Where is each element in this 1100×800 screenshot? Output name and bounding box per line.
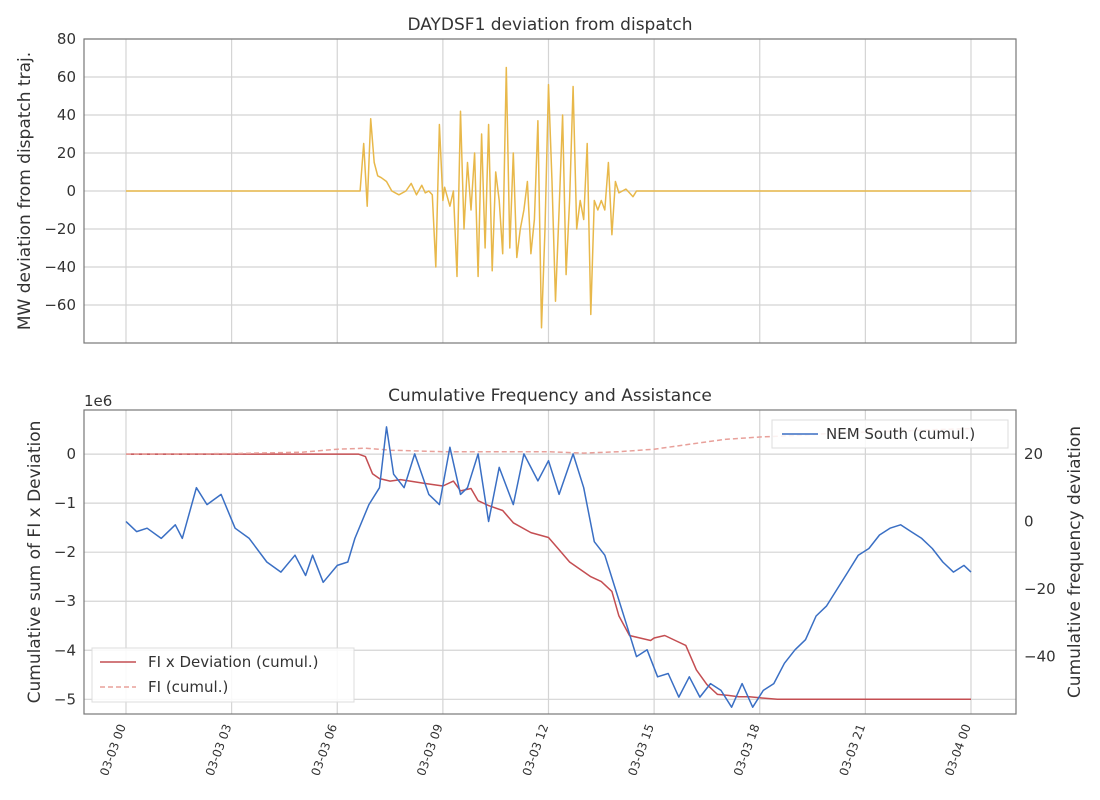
bottom-panel-left-y-tick-label: −5 xyxy=(54,690,76,708)
nem-south-line xyxy=(125,426,972,708)
bottom-panel: 0−1−2−3−4−5 200−20−40 03-03 00 03-03 03 03… xyxy=(25,386,1085,778)
top-panel-y-tick-label: −40 xyxy=(44,258,76,276)
top-panel-y-tick-label: 0 xyxy=(66,182,76,200)
top-panel-frame xyxy=(83,38,1017,344)
bottom-panel-right-y-ticks: 20 0 −20 −40 xyxy=(1024,445,1056,666)
legend-lower-left: FI x Deviation (cumul.) FI (cumul.) xyxy=(91,647,355,703)
legend-fi-label: FI (cumul.) xyxy=(148,678,228,696)
bottom-panel-right-y-tick-label: 20 xyxy=(1024,445,1043,463)
top-panel-deviation-line xyxy=(126,66,971,329)
bottom-panel-left-y-tick-label: −1 xyxy=(54,494,76,512)
legend-upper-right: NEM South (cumul.) xyxy=(771,419,1009,449)
bottom-panel-right-y-tick-label: −40 xyxy=(1024,648,1056,666)
bottom-panel-frame xyxy=(83,409,1017,715)
legend-fi-deviation-label: FI x Deviation (cumul.) xyxy=(148,653,319,671)
bottom-panel-left-y-tick-label: −3 xyxy=(54,592,76,610)
bottom-panel-left-y-tick-label: 0 xyxy=(66,445,76,463)
top-panel-y-tick-label: 80 xyxy=(57,30,76,48)
top-panel-y-tick-label: 40 xyxy=(57,106,76,124)
bottom-panel-right-y-tick-label: −20 xyxy=(1024,580,1056,598)
top-panel-title: DAYDSF1 deviation from dispatch xyxy=(407,15,692,35)
bottom-panel-left-y-tick-label: −2 xyxy=(54,543,76,561)
top-panel-y-axis-label: MW deviation from dispatch traj. xyxy=(15,52,35,330)
legend-nem-south-label: NEM South (cumul.) xyxy=(826,425,975,443)
bottom-panel-right-y-tick-label: 0 xyxy=(1024,512,1034,530)
top-panel-y-tick-label: 20 xyxy=(57,144,76,162)
bottom-panel-left-y-ticks: 0 −1 −2 −3 −4 −5 xyxy=(54,445,76,708)
bottom-panel-left-y-tick-label: −4 xyxy=(54,641,76,659)
top-panel-series xyxy=(126,66,971,329)
bottom-panel-offset-label: 1e6 xyxy=(84,392,112,410)
bottom-panel-left-y-axis-label: Cumulative sum of FI x Deviation xyxy=(25,421,45,704)
bottom-panel-title: Cumulative Frequency and Assistance xyxy=(388,386,712,406)
bottom-panel-right-y-axis-label: Cumulative frequency deviation xyxy=(1065,426,1085,698)
top-panel-y-tick-label: −60 xyxy=(44,296,76,314)
top-panel-y-tick-label: −20 xyxy=(44,220,76,238)
top-panel-y-ticks: 80 60 40 20 0 −20 −40 −60 xyxy=(44,30,76,314)
top-panel-y-tick-label: 60 xyxy=(57,68,76,86)
top-panel: 80 60 40 20 0 −20 −40 −60 DAYDSF1 deviation fro… xyxy=(15,15,1017,344)
legend-lower-left-box xyxy=(91,647,355,703)
